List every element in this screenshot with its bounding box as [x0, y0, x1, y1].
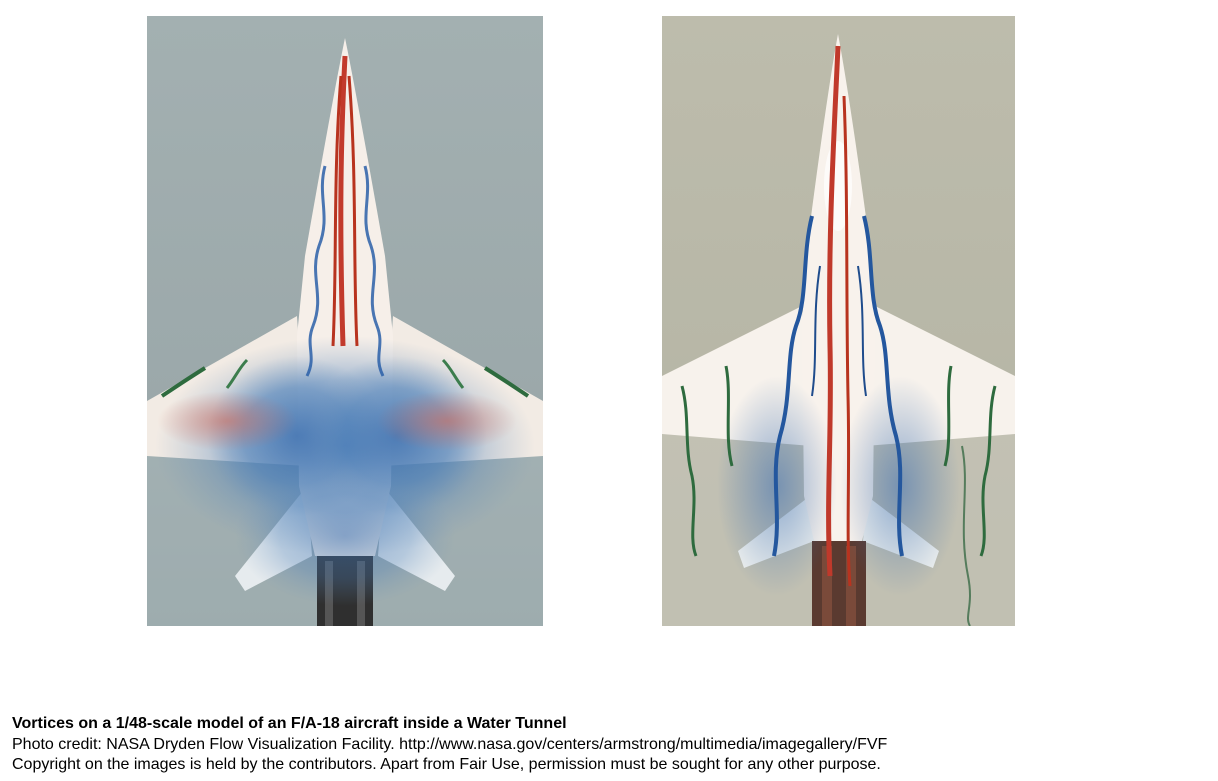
fa18-model-right-image — [662, 16, 1015, 626]
fa18-model-left-image — [147, 16, 543, 626]
image-caption: Vortices on a 1/48-scale model of an F/A… — [12, 714, 887, 776]
caption-title: Vortices on a 1/48-scale model of an F/A… — [12, 715, 567, 732]
photo-left-fa18-vortex — [147, 16, 543, 626]
caption-photo-credit: Photo credit: NASA Dryden Flow Visualiza… — [12, 735, 888, 753]
caption-copyright: Copyright on the images is held by the c… — [12, 756, 881, 773]
photo-right-fa18-vortex — [662, 16, 1015, 626]
